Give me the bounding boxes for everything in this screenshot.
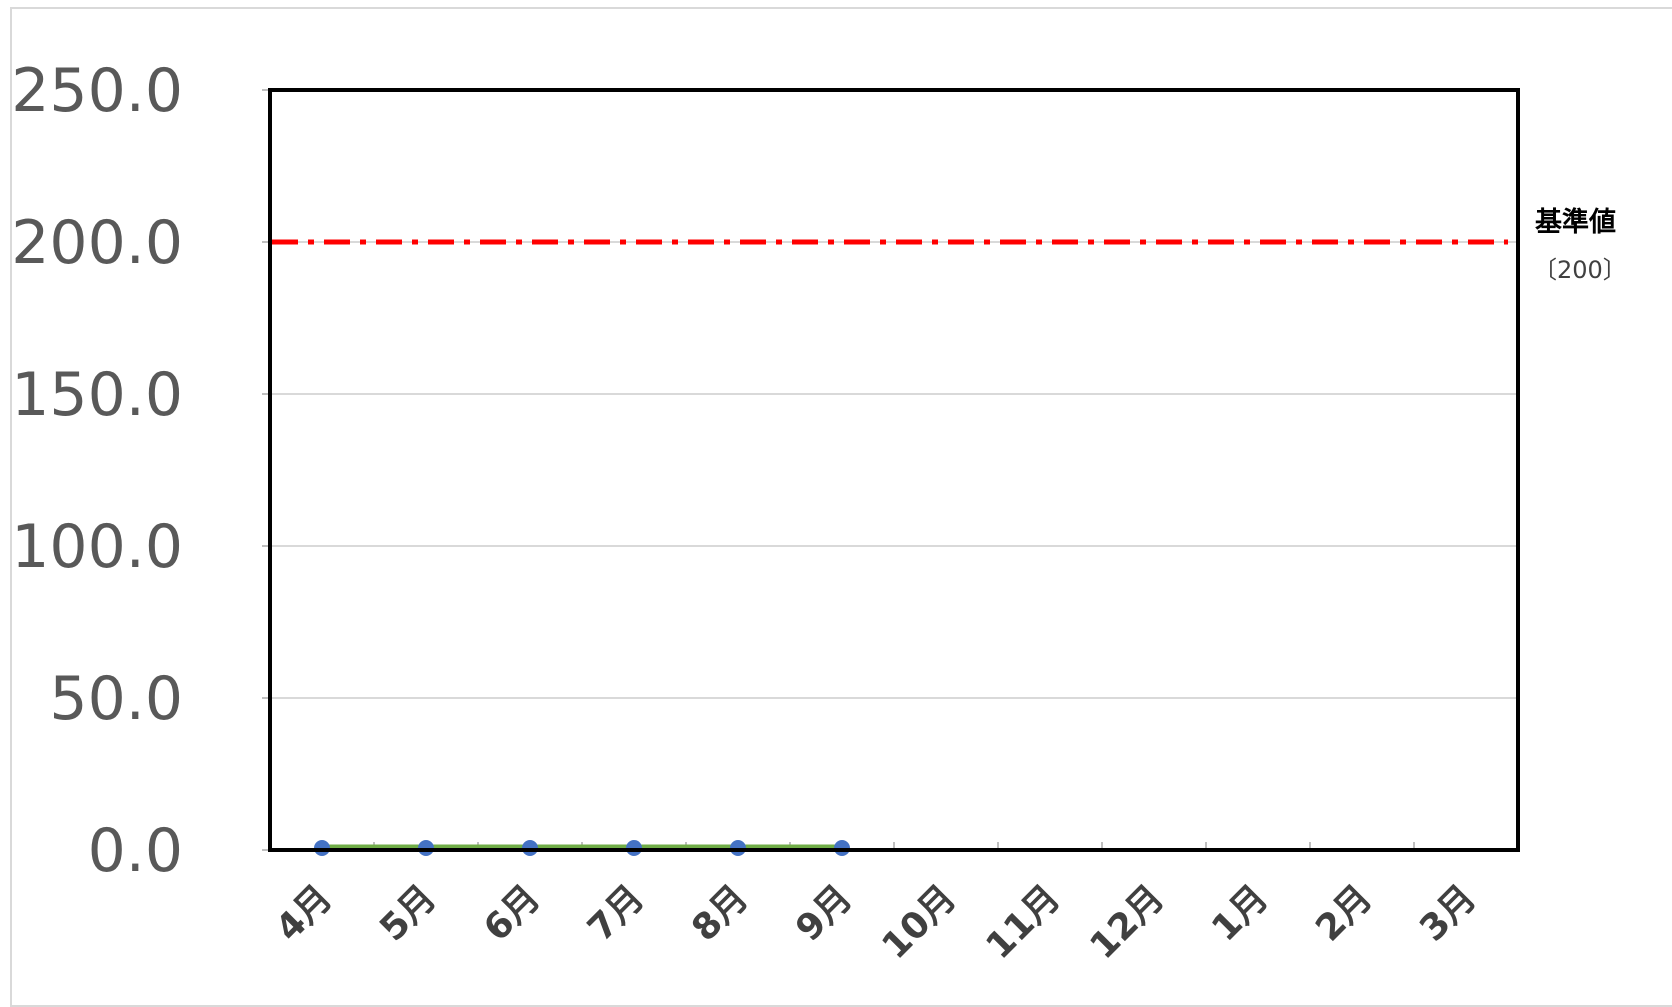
y-tick-label: 50.0 (49, 664, 183, 734)
x-tick-label: 6月 (476, 877, 548, 949)
plot-area-border (268, 88, 1520, 852)
y-tick-label: 150.0 (11, 360, 183, 430)
y-tick-label: 200.0 (11, 208, 183, 278)
x-tick-label: 7月 (580, 877, 652, 949)
reference-line-label: 基準値 (1535, 206, 1616, 238)
x-tick-label: 9月 (788, 877, 860, 949)
x-tick-label: 11月 (978, 877, 1068, 967)
x-tick-label: 1月 (1204, 877, 1276, 949)
x-tick-label: 3月 (1412, 877, 1484, 949)
gridlines (262, 89, 1518, 851)
x-tick-label: 4月 (268, 877, 340, 949)
x-axis-ticks: 4月 5月 6月 7月 8月 9月 10月 11月 12月 1月 2月 3月 (268, 877, 1484, 967)
chart-svg: 0.0 50.0 100.0 150.0 200.0 250.0 4月 5月 6月 7月 8月 9月… (11, 56, 1627, 967)
x-tick-label: 10月 (874, 877, 964, 967)
reference-line-value: 〔200〕 (1533, 256, 1627, 284)
y-tick-label: 250.0 (11, 56, 183, 126)
y-axis-ticks: 0.0 50.0 100.0 150.0 200.0 250.0 (11, 56, 183, 886)
x-tick-label: 2月 (1308, 877, 1380, 949)
x-tick-label: 12月 (1082, 877, 1172, 967)
y-tick-label: 100.0 (11, 512, 183, 582)
y-tick-label: 0.0 (88, 816, 183, 886)
x-tick-label: 8月 (684, 877, 756, 949)
x-tick-label: 5月 (372, 877, 444, 949)
